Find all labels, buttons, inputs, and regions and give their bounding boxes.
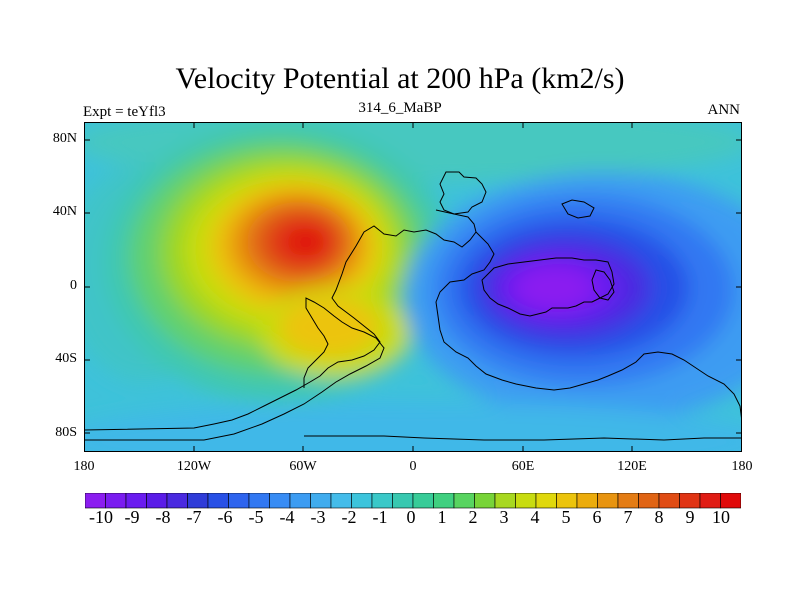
colorbar-box bbox=[228, 493, 250, 509]
axis-ticks bbox=[84, 122, 742, 452]
lat-label-80s: 80S bbox=[55, 425, 77, 440]
colorbar-label: -1 bbox=[372, 507, 388, 527]
colorbar-label: -2 bbox=[341, 507, 357, 527]
colorbar-label: 8 bbox=[654, 507, 664, 527]
map-title: Velocity Potential at 200 hPa (km2/s) bbox=[175, 62, 625, 95]
colorbar-box bbox=[166, 493, 188, 509]
colorbar-box bbox=[658, 493, 680, 509]
colorbar-label: 7 bbox=[623, 507, 633, 527]
colorbar bbox=[85, 493, 741, 509]
colorbar-box bbox=[617, 493, 639, 509]
colorbar-label: -4 bbox=[279, 507, 295, 527]
colorbar-label: -6 bbox=[217, 507, 233, 527]
colorbar-label: 1 bbox=[437, 507, 447, 527]
lat-label-40s: 40S bbox=[55, 351, 77, 366]
velocity-potential-map bbox=[84, 122, 742, 452]
colorbar-box bbox=[85, 493, 106, 509]
colorbar-label: 3 bbox=[499, 507, 509, 527]
colorbar-box bbox=[371, 493, 393, 509]
colorbar-label: 5 bbox=[561, 507, 571, 527]
run-label: 314_6_MaBP bbox=[358, 100, 442, 116]
colorbar-box bbox=[105, 493, 127, 509]
colorbar-box bbox=[289, 493, 311, 509]
colorbar-box bbox=[535, 493, 557, 509]
colorbar-box bbox=[146, 493, 168, 509]
lat-label-40n: 40N bbox=[52, 204, 77, 219]
season-label: ANN bbox=[707, 102, 741, 118]
colorbar-box bbox=[515, 493, 537, 509]
colorbar-box bbox=[699, 493, 721, 509]
colorbar-label: 4 bbox=[530, 507, 540, 527]
colorbar-box bbox=[412, 493, 434, 509]
colorbar-box bbox=[248, 493, 270, 509]
experiment-label: Expt = teYfl3 bbox=[83, 104, 166, 120]
lon-label-120w: 120W bbox=[176, 459, 212, 474]
colorbar-label: -9 bbox=[124, 507, 140, 527]
lon-label-60w: 60W bbox=[289, 459, 317, 474]
colorbar-label: -7 bbox=[186, 507, 202, 527]
colorbar-label: 10 bbox=[712, 507, 730, 527]
colorbar-label: -8 bbox=[155, 507, 171, 527]
colorbar-box bbox=[433, 493, 455, 509]
colorbar-box bbox=[720, 493, 741, 509]
colorbar-label: -3 bbox=[310, 507, 326, 527]
colorbar-box bbox=[207, 493, 229, 509]
contour-field bbox=[84, 122, 742, 452]
colorbar-label: 0 bbox=[406, 507, 416, 527]
lon-label-180w: 180 bbox=[73, 459, 95, 474]
colorbar-box bbox=[576, 493, 598, 509]
colorbar-label: 9 bbox=[685, 507, 695, 527]
colorbar-box bbox=[556, 493, 578, 509]
colorbar-label: 6 bbox=[592, 507, 602, 527]
colorbar-box bbox=[597, 493, 619, 509]
colorbar-label: -10 bbox=[89, 507, 113, 527]
colorbar-box bbox=[638, 493, 660, 509]
colorbar-box bbox=[187, 493, 209, 509]
colorbar-box bbox=[392, 493, 414, 509]
lat-label-80n: 80N bbox=[52, 131, 77, 146]
colorbar-box bbox=[310, 493, 332, 509]
colorbar-label: 2 bbox=[468, 507, 478, 527]
colorbar-box bbox=[330, 493, 352, 509]
lon-label-120e: 120E bbox=[617, 459, 647, 474]
lon-label-0: 0 bbox=[409, 459, 417, 474]
lon-label-180e: 180 bbox=[731, 459, 753, 474]
colorbar-box bbox=[494, 493, 516, 509]
colorbar-box bbox=[679, 493, 701, 509]
colorbar-box bbox=[474, 493, 496, 509]
coastlines bbox=[84, 171, 742, 452]
lat-label-0: 0 bbox=[70, 278, 77, 293]
colorbar-label: -5 bbox=[248, 507, 264, 527]
lon-label-60e: 60E bbox=[511, 459, 535, 474]
colorbar-box bbox=[453, 493, 475, 509]
colorbar-box bbox=[269, 493, 291, 509]
colorbar-box bbox=[125, 493, 147, 509]
colorbar-box bbox=[351, 493, 373, 509]
